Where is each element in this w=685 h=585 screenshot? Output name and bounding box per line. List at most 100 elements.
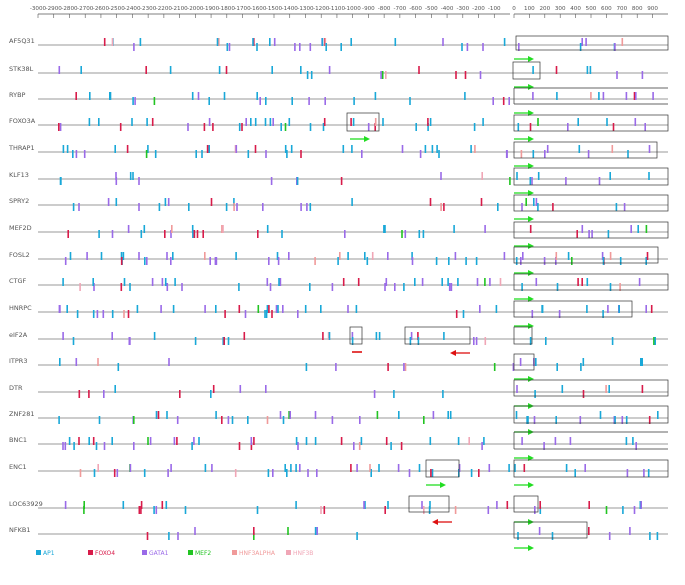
motif-mark [250,437,253,445]
motif-mark [136,305,139,313]
motif-mark [284,464,286,472]
motif-mark [454,252,457,260]
motif-mark [351,332,354,340]
motif-mark [59,358,61,366]
motif-mark [512,363,515,371]
motif-mark [473,337,475,345]
motif-mark [300,66,302,74]
motif-mark [353,442,355,450]
motif-mark [384,283,386,291]
motif-mark [166,411,168,419]
motif-mark [143,225,146,233]
axis-tick-label: -2300 [140,6,157,12]
motif-mark [629,527,631,535]
motif-mark [309,123,312,131]
forward-arrow-head [528,296,534,302]
motif-mark [113,469,116,477]
motif-mark [140,501,143,509]
axis-tick-label: -2600 [93,6,110,12]
motif-mark [247,416,249,424]
axis-tick-label: 300 [555,6,566,12]
motif-mark [327,332,330,340]
motif-mark [253,437,255,445]
motif-mark [281,230,283,238]
axis-tick-label: -400 [441,6,454,12]
motif-mark [72,150,74,158]
motif-mark [646,252,649,260]
motif-mark [470,469,473,477]
axis-tick-label: 700 [616,6,627,12]
motif-mark [151,278,154,286]
motif-mark [581,278,583,286]
motif-mark [529,337,532,345]
axis-tick-label: -2100 [171,6,188,12]
motif-mark [356,464,358,472]
motif-mark [417,337,420,345]
motif-mark [96,310,99,318]
motif-mark [380,71,382,79]
motif-mark [475,257,478,265]
motif-mark [299,464,301,472]
forward-arrow-head [528,216,534,222]
motif-mark [506,150,508,158]
motif-mark [339,252,341,260]
motif-mark [351,145,353,153]
motif-mark [556,283,559,291]
motif-mark [168,532,170,540]
motif-mark [556,92,558,100]
motif-mark [92,437,95,445]
region-box [513,353,535,371]
motif-mark [288,252,290,260]
motif-mark [316,469,318,477]
motif-mark [267,469,270,477]
motif-mark [133,442,135,450]
motif-mark [291,97,293,105]
motif-mark [257,230,259,238]
motif-mark [429,118,432,126]
motif-mark [493,363,496,371]
motif-mark [432,411,435,419]
gene-label: NFKB1 [9,526,30,534]
motif-mark [269,118,272,126]
motif-mark [324,97,326,105]
motif-mark [238,442,241,450]
motif-mark [245,118,247,126]
motif-mark [253,527,255,535]
axis-tick-label: -2700 [77,6,94,12]
forward-arrow-head [528,270,534,276]
motif-mark [102,310,105,318]
axis-tick-label: 400 [570,6,581,12]
motif-mark [111,437,113,445]
motif-mark [193,437,195,445]
motif-mark [657,411,659,419]
motif-mark [284,145,287,153]
motif-mark [516,385,518,393]
motif-mark [89,92,91,100]
motif-mark [195,150,197,158]
forward-arrow-head [440,482,446,488]
motif-mark [503,38,506,46]
motif-mark [374,118,377,126]
motif-mark [578,145,581,153]
motif-mark [233,203,235,211]
motif-mark [304,305,307,313]
motif-mark [79,469,82,477]
motif-mark [641,71,644,79]
motif-mark [138,203,140,211]
motif-mark [277,305,279,313]
motif-mark [134,97,136,105]
motif-mark [607,230,610,238]
motif-mark [140,506,142,514]
motif-mark [324,38,327,46]
motif-mark [521,437,523,445]
gene-label: SPRY2 [9,197,29,205]
motif-mark [66,305,68,313]
forward-arrow-head [528,163,534,169]
motif-mark [153,332,156,340]
forward-arrow-head [528,455,534,461]
motif-mark [272,118,274,126]
motif-mark [98,416,101,424]
motif-mark [306,71,309,79]
motif-mark [438,150,440,158]
motif-mark [447,411,449,419]
